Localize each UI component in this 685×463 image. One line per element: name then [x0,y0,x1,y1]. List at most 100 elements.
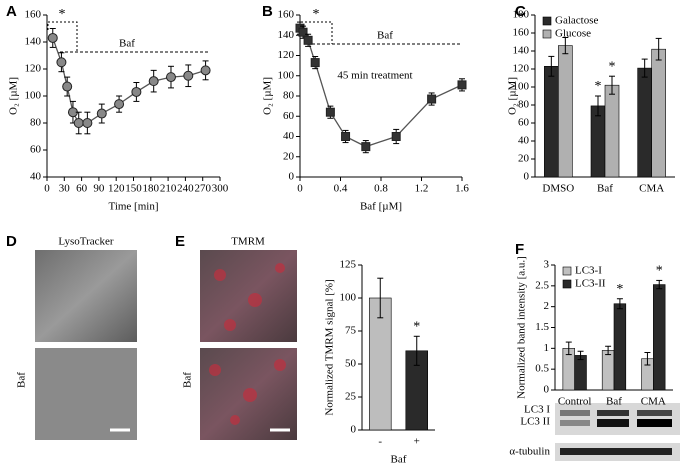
y-tick-label: 1 [544,342,550,354]
y-axis-label: Normalized TMRM signal [%] [324,279,336,415]
x-tick-label: + [414,436,420,448]
y-tick-label: 100 [340,292,357,304]
legend-swatch [542,16,552,26]
bar [653,284,666,391]
marker [457,80,467,90]
marker [73,118,84,128]
y-tick-label: 160 [278,9,295,21]
y-tick-label: 80 [518,99,530,111]
x-tick-label: DMSO [542,183,574,195]
y-tick-label: 140 [513,45,530,57]
y-tick-label: 120 [513,63,530,75]
error-bar [565,341,572,356]
x-tick-label: 30 [59,183,71,195]
x-tick-label: 0.4 [334,183,348,195]
marker [96,108,107,119]
y-tick-label: 50 [345,358,357,370]
micrograph-e [200,250,297,440]
marker [183,70,194,81]
panel-letter: C [515,3,526,20]
marker [310,58,320,68]
marker [56,57,67,68]
x-tick-label: 90 [93,183,105,195]
y-tick-label: 100 [513,81,530,93]
y-tick-label: 60 [30,144,42,156]
y-tick-label: 80 [30,117,42,129]
x-tick-label: 210 [160,183,177,195]
y-tick-label: 120 [278,49,295,61]
bar [651,48,666,178]
panel-letter: E [175,233,185,250]
y-tick-label: 80 [283,90,295,102]
legend-swatch [562,266,572,276]
y-tick-label: 0 [351,424,357,436]
y-tick-label: 75 [345,325,357,337]
x-tick-label: 1.2 [415,183,429,195]
y-tick-label: 40 [30,171,42,183]
x-tick-label: 1.6 [455,183,469,195]
x-tick-label: 150 [125,183,142,195]
y-tick-label: 2.5 [535,279,549,291]
y-tick-label: 160 [513,27,530,39]
x-tick-label: Baf [606,396,622,408]
x-axis-label: Time [min] [108,201,158,213]
marker [200,65,211,76]
marker [341,132,351,141]
y-tick-label: 125 [340,259,357,271]
y-tick-label: 180 [513,9,530,21]
y-tick-label: 60 [283,110,295,122]
marker [427,94,437,104]
line [299,27,463,148]
y-tick-label: 40 [518,135,530,147]
legend-label: LC3-II [575,278,606,290]
y-tick-label: 120 [25,63,42,75]
x-tick-label: 0 [297,183,303,195]
panel-letter: A [6,3,17,20]
error-bar [616,298,623,310]
x-tick-label: 270 [194,183,211,195]
y-tick-label: 100 [25,90,42,102]
x-tick-label: 60 [76,183,88,195]
error-bar [562,37,569,55]
bar [601,350,615,391]
bar [590,105,606,178]
marker [47,32,58,43]
blot-label: LC3 I [524,404,550,416]
marker [303,35,313,45]
x-tick-label: 300 [212,183,229,195]
blot-label: α-tubulin [509,446,550,458]
y-tick-label: 0 [289,171,295,183]
bar [574,355,587,391]
x-tick-label: Baf [597,183,613,195]
y-tick-label: 0 [544,384,550,396]
annotation-lines [47,21,462,53]
marker [361,142,371,152]
annotation: 45 min treatment [337,70,412,82]
x-tick-label: 0 [44,183,50,195]
annotation: * [313,7,320,22]
y-tick-label: 140 [278,29,295,41]
annotation: Baf [377,30,393,42]
y-tick-label: 20 [518,153,530,165]
legend-swatch [542,29,552,39]
y-tick-label: 100 [278,69,295,81]
x-tick-label: 120 [108,183,125,195]
y-tick-label: 0 [524,171,530,183]
micrograph-d [35,250,137,440]
error-bar [641,58,648,78]
error-bar [605,345,612,356]
image-title: TMRM [231,236,265,248]
marker [82,118,93,128]
y-tick-label: 25 [345,391,357,403]
error-bar [655,37,662,61]
bar [604,84,620,178]
error-bar [548,55,555,77]
y-axis-label: O₂ [µM] [8,77,20,115]
error-bar [609,75,615,95]
y-axis-label: O₂ [µM] [262,77,274,115]
marker [165,72,176,83]
x-axis-label: Baf [391,454,407,463]
panel-letter: B [262,3,273,20]
x-tick-label: CMA [639,183,664,195]
